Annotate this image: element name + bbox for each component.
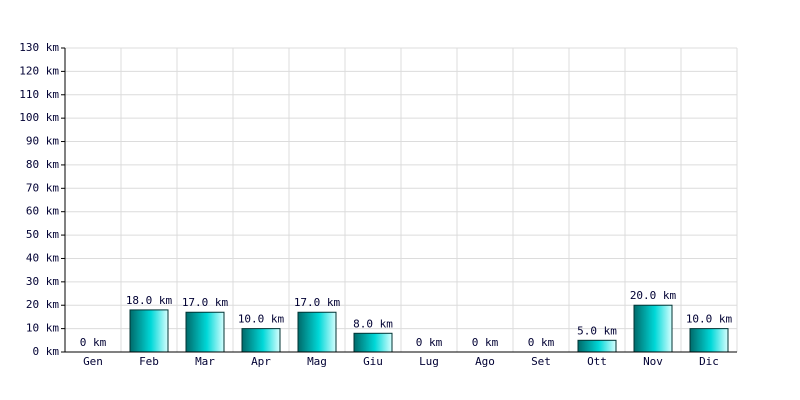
x-tick-label: Ott <box>587 355 607 368</box>
x-tick-label: Mag <box>307 355 327 368</box>
value-label: 20.0 km <box>630 289 677 302</box>
value-label: 18.0 km <box>126 294 173 307</box>
value-label: 8.0 km <box>353 317 393 330</box>
y-tick-label: 40 km <box>26 251 59 264</box>
x-tick-label: Giu <box>363 355 383 368</box>
y-tick-label: 90 km <box>26 135 59 148</box>
value-label: 10.0 km <box>686 313 733 326</box>
value-label: 0 km <box>416 336 443 349</box>
x-tick-label: Apr <box>251 355 271 368</box>
x-tick-label: Set <box>531 355 551 368</box>
y-tick-label: 130 km <box>19 41 59 54</box>
y-tick-label: 0 km <box>33 345 60 358</box>
y-tick-label: 20 km <box>26 298 59 311</box>
x-tick-label: Lug <box>419 355 439 368</box>
value-label: 17.0 km <box>182 296 229 309</box>
bar <box>353 332 393 353</box>
value-label: 0 km <box>80 336 107 349</box>
y-tick-label: 60 km <box>26 205 59 218</box>
value-label: 10.0 km <box>238 313 285 326</box>
x-tick-label: Ago <box>475 355 495 368</box>
y-tick-label: 30 km <box>26 275 59 288</box>
value-label: 5.0 km <box>577 324 617 337</box>
bar <box>689 328 729 353</box>
value-label: 17.0 km <box>294 296 341 309</box>
bar <box>129 309 169 353</box>
x-tick-label: Nov <box>643 355 663 368</box>
value-label: 0 km <box>528 336 555 349</box>
bar <box>577 339 617 353</box>
y-tick-label: 100 km <box>19 111 59 124</box>
bar <box>241 328 281 353</box>
y-tick-label: 110 km <box>19 88 59 101</box>
x-tick-label: Gen <box>83 355 103 368</box>
x-tick-label: Mar <box>195 355 215 368</box>
bar <box>297 311 337 353</box>
y-tick-label: 50 km <box>26 228 59 241</box>
x-tick-label: Dic <box>699 355 719 368</box>
y-tick-label: 120 km <box>19 64 59 77</box>
y-tick-label: 10 km <box>26 322 59 335</box>
x-tick-label: Feb <box>139 355 159 368</box>
bar <box>633 304 673 353</box>
y-tick-label: 70 km <box>26 181 59 194</box>
bar <box>185 311 225 353</box>
value-label: 0 km <box>472 336 499 349</box>
y-tick-label: 80 km <box>26 158 59 171</box>
